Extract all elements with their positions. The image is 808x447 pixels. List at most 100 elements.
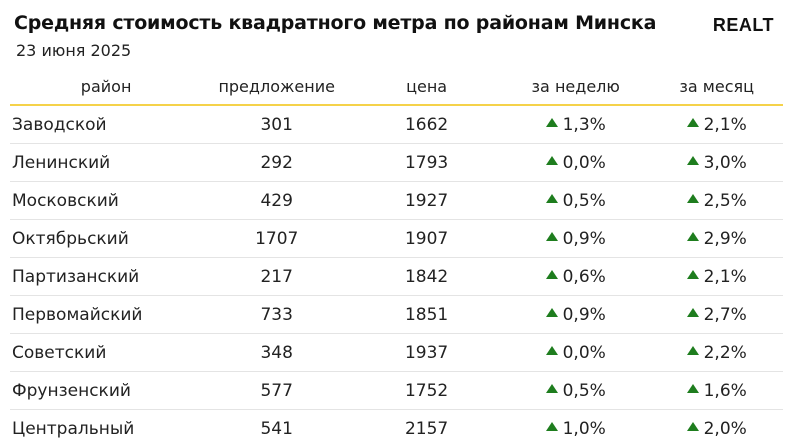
up-triangle-icon [687,346,699,355]
monthly-change: 1,6% [650,372,783,410]
offers-count: 733 [201,296,352,334]
weekly-change: 0,6% [501,258,650,296]
column-header-offers: предложение [201,68,352,105]
infographic: Средняя стоимость квадратного метра по р… [0,0,808,437]
monthly-change: 2,2% [650,334,783,372]
price-value: 1842 [352,258,501,296]
up-triangle-icon [687,232,699,241]
weekly-change-value: 0,9% [563,229,606,249]
weekly-change: 0,0% [501,144,650,182]
price-value: 1927 [352,182,501,220]
weekly-change-value: 0,0% [563,343,606,363]
price-value: 1662 [352,105,501,144]
monthly-change-value: 2,7% [704,305,747,325]
offers-count: 429 [201,182,352,220]
weekly-change: 0,9% [501,296,650,334]
monthly-change: 2,7% [650,296,783,334]
price-table: район предложение цена за неделю за меся… [10,68,783,447]
up-triangle-icon [546,308,558,317]
weekly-change-value: 0,9% [563,305,606,325]
date-subtitle: 23 июня 2025 [16,41,131,60]
district-name: Советский [10,334,201,372]
weekly-change: 0,0% [501,334,650,372]
offers-count: 348 [201,334,352,372]
offers-count: 541 [201,410,352,447]
up-triangle-icon [687,194,699,203]
district-name: Московский [10,182,201,220]
up-triangle-icon [546,270,558,279]
monthly-change-value: 2,2% [704,343,747,363]
district-name: Заводской [10,105,201,144]
up-triangle-icon [687,118,699,127]
up-triangle-icon [546,346,558,355]
price-value: 1793 [352,144,501,182]
column-header-price: цена [352,68,501,105]
weekly-change-value: 0,5% [563,191,606,211]
monthly-change: 2,1% [650,258,783,296]
up-triangle-icon [546,384,558,393]
up-triangle-icon [546,194,558,203]
price-value: 1851 [352,296,501,334]
weekly-change-value: 0,5% [563,381,606,401]
up-triangle-icon [546,156,558,165]
weekly-change: 0,5% [501,372,650,410]
district-name: Октябрьский [10,220,201,258]
monthly-change: 2,5% [650,182,783,220]
district-name: Первомайский [10,296,201,334]
offers-count: 1707 [201,220,352,258]
up-triangle-icon [546,118,558,127]
monthly-change: 3,0% [650,144,783,182]
weekly-change-value: 1,3% [563,115,606,135]
weekly-change: 0,5% [501,182,650,220]
column-header-month: за месяц [650,68,783,105]
district-name: Ленинский [10,144,201,182]
weekly-change-value: 0,0% [563,153,606,173]
district-name: Фрунзенский [10,372,201,410]
monthly-change: 2,1% [650,105,783,144]
page-title: Средняя стоимость квадратного метра по р… [14,12,656,34]
monthly-change: 2,0% [650,410,783,447]
offers-count: 577 [201,372,352,410]
weekly-change: 1,0% [501,410,650,447]
up-triangle-icon [687,308,699,317]
monthly-change-value: 2,1% [704,267,747,287]
weekly-change-value: 1,0% [563,419,606,439]
monthly-change-value: 2,0% [704,419,747,439]
up-triangle-icon [687,422,699,431]
price-value: 2157 [352,410,501,447]
price-value: 1907 [352,220,501,258]
district-name: Партизанский [10,258,201,296]
up-triangle-icon [546,422,558,431]
up-triangle-icon [546,232,558,241]
up-triangle-icon [687,156,699,165]
offers-count: 217 [201,258,352,296]
offers-count: 301 [201,105,352,144]
table-header-row: район предложение цена за неделю за меся… [10,68,783,105]
price-value: 1937 [352,334,501,372]
district-name: Центральный [10,410,201,447]
up-triangle-icon [687,270,699,279]
monthly-change-value: 2,9% [704,229,747,249]
up-triangle-icon [687,384,699,393]
monthly-change-value: 2,5% [704,191,747,211]
monthly-change-value: 2,1% [704,115,747,135]
column-header-district: район [10,68,201,105]
monthly-change: 2,9% [650,220,783,258]
weekly-change: 1,3% [501,105,650,144]
offers-count: 292 [201,144,352,182]
weekly-change: 0,9% [501,220,650,258]
monthly-change-value: 1,6% [704,381,747,401]
price-value: 1752 [352,372,501,410]
weekly-change-value: 0,6% [563,267,606,287]
monthly-change-value: 3,0% [704,153,747,173]
